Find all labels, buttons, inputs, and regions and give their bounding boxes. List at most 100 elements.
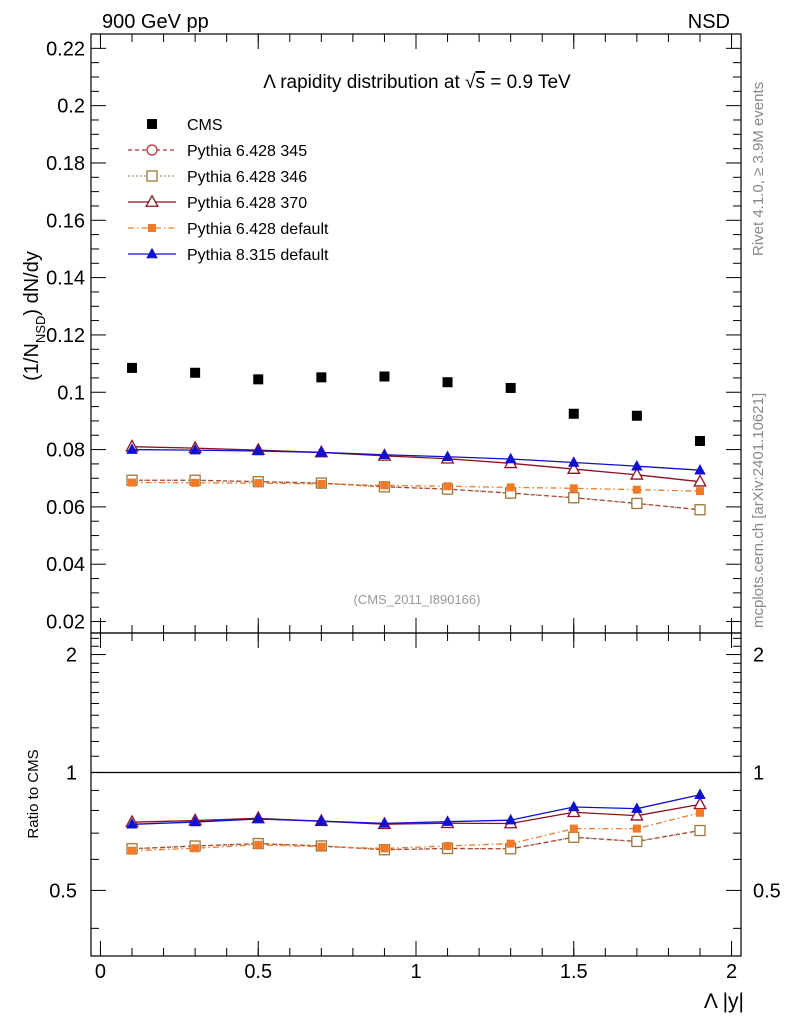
series-5-point (126, 443, 138, 454)
series-5-ratio-point (504, 813, 517, 825)
legend-label: CMS (187, 117, 223, 134)
x-tick-label: 0 (95, 961, 106, 983)
series-5-point (631, 459, 643, 471)
series-4-point (443, 482, 452, 491)
cms-data-point (127, 362, 138, 373)
x-tick-label: 1.5 (560, 961, 588, 983)
series-5-ratio-line (131, 794, 701, 825)
cms-data-point (316, 372, 327, 383)
y-tick-label: 0.06 (46, 497, 85, 519)
title-pre: Λ rapidity distribution at (263, 72, 465, 93)
header-left: 900 GeV pp (102, 11, 209, 33)
series-3-point (693, 474, 707, 487)
series-5-ratio-point (126, 818, 138, 829)
y-tick-label: 0.16 (46, 210, 85, 232)
series-3-ratio-point (630, 808, 644, 821)
legend-label: Pythia 8.315 default (187, 247, 329, 264)
cms-data-point (694, 435, 705, 446)
series-4-ratio-point (380, 844, 389, 853)
series-5-point (504, 452, 517, 464)
ratio-tick-label-right: 1 (753, 762, 764, 784)
series-5-ratio-point (631, 802, 643, 813)
analysis-watermark: (CMS_2011_I890166) (354, 592, 481, 607)
series-2-point (631, 497, 643, 510)
series-5-ratio-point (378, 817, 391, 828)
series-4-point (317, 479, 326, 488)
title-post: = 0.9 TeV (485, 72, 571, 93)
series-5-point (568, 456, 580, 467)
series-4-point (380, 481, 389, 490)
series-5-point (252, 444, 264, 456)
series-3-point (630, 467, 644, 480)
ratio-y-label: Ratio to CMS (25, 749, 42, 838)
series-2-point (694, 504, 706, 516)
series-5-ratio-point (568, 800, 580, 812)
series-4-ratio-point (632, 824, 641, 833)
series-2-ratio-point (568, 831, 580, 843)
ratio-frame (90, 632, 742, 957)
series-3-ratio-point (566, 804, 581, 818)
legend-label: Pythia 6.428 346 (187, 169, 307, 186)
y-label-sub: NSD (33, 316, 48, 343)
series-2-ratio-point (631, 835, 643, 848)
ratio-tick-label: 0.5 (49, 880, 77, 902)
cms-data-point (505, 382, 516, 393)
x-axis-label: Λ |y| (704, 990, 744, 1013)
series-2-ratio-point (694, 824, 706, 837)
y-tick-label: 0.08 (46, 440, 85, 462)
series-1-ratio-line (131, 829, 701, 851)
series-4-ratio-point (569, 824, 578, 833)
series-4-ratio-point (443, 841, 452, 850)
series-4-point (506, 483, 515, 492)
series-4-ratio-point (695, 808, 704, 817)
cms-data-point (631, 410, 642, 421)
legend-marker (145, 194, 159, 207)
series-4-ratio-line (131, 812, 701, 852)
legend-marker (146, 170, 158, 182)
series-2-line (132, 479, 701, 511)
series-5-ratio-point (189, 815, 201, 827)
mcplots-label: mcplots.cern.ch [arXiv:2401.10621] (750, 393, 767, 628)
series-5-point (315, 446, 328, 457)
series-3-line (132, 446, 701, 483)
series-5-point (441, 450, 454, 461)
series-1-line (132, 479, 701, 511)
series-5-line (132, 448, 701, 471)
y-tick-label: 0.18 (46, 153, 85, 175)
x-tick-label: 1 (410, 961, 421, 983)
series-5-point (378, 448, 391, 459)
series-5-point (189, 443, 201, 455)
legend-marker (146, 144, 158, 156)
series-4-ratio-point (254, 840, 263, 849)
x-tick-label: 0.5 (244, 961, 272, 983)
legend-marker (146, 247, 158, 259)
title-sqrt: √ (465, 72, 476, 93)
cms-data-point (568, 408, 579, 419)
y-tick-label: 0.2 (57, 96, 85, 118)
chart-title: Λ rapidity distribution at √s = 0.9 TeV (263, 72, 571, 93)
series-4-point (191, 478, 200, 487)
series-5-ratio-point (694, 788, 706, 800)
series-4-point (569, 484, 578, 493)
series-3-ratio-line (132, 803, 701, 825)
series-4-ratio-point (506, 839, 515, 848)
y-label-tail: ) dN/dy (21, 251, 43, 315)
title-s: s (475, 72, 485, 93)
series-4-point (695, 487, 704, 496)
cms-data-point (253, 374, 264, 385)
series-2-ratio-line (131, 829, 701, 851)
y-tick-label: 0.1 (57, 382, 85, 404)
header-right: NSD (688, 11, 730, 33)
ratio-tick-label: 2 (66, 645, 77, 667)
series-3-ratio-point (693, 796, 707, 810)
y-label-main: (1/N (21, 343, 43, 381)
y-tick-label: 0.12 (46, 325, 85, 347)
ratio-tick-label-right: 2 (753, 645, 764, 667)
series-4-point (254, 479, 263, 488)
series-4-ratio-point (317, 842, 326, 851)
series-4-point (632, 485, 641, 494)
legend-marker (147, 119, 157, 129)
ratio-tick-label: 1 (66, 762, 77, 784)
series-4-point (128, 478, 137, 487)
